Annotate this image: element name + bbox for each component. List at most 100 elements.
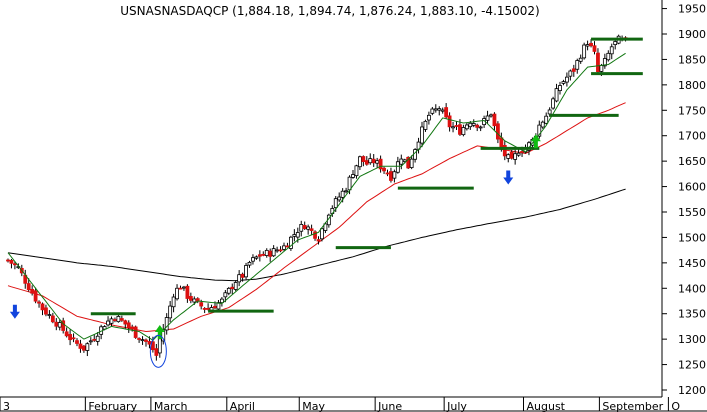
candle-body: [216, 302, 221, 310]
candle-body: [495, 123, 500, 140]
candle-body: [299, 224, 304, 232]
candle-body: [499, 137, 504, 148]
candle-body: [50, 315, 55, 323]
candle-body: [182, 286, 186, 289]
candle-body: [340, 190, 345, 198]
candle-body: [471, 123, 476, 126]
candle-body: [75, 340, 79, 344]
x-tick-label: August: [527, 400, 566, 412]
candle-body: [133, 326, 138, 338]
candle-body: [57, 322, 62, 328]
candle-body: [137, 338, 142, 340]
candle-body: [47, 314, 52, 316]
candle-body: [64, 331, 69, 337]
candle-body: [6, 259, 10, 262]
candle-body: [199, 302, 204, 307]
candle-body: [337, 196, 342, 201]
x-tick-label: June: [377, 400, 402, 412]
candle-body: [92, 338, 97, 341]
arrow-up-icon: [530, 134, 541, 149]
candle-body: [119, 318, 124, 321]
y-tick-label: 1550: [678, 206, 706, 219]
candle-body: [178, 287, 183, 290]
candle-body: [95, 335, 100, 342]
candle-body: [392, 171, 397, 179]
candle-body: [292, 234, 297, 237]
candle-body: [613, 41, 618, 46]
candle-body: [288, 236, 293, 249]
candle-body: [320, 228, 324, 240]
candle-body: [295, 232, 300, 238]
candle-body: [558, 85, 562, 91]
candle-body: [251, 257, 255, 262]
candle-body: [126, 322, 131, 329]
candle-body: [582, 44, 587, 59]
candle-body: [489, 114, 493, 117]
x-tick-label: February: [88, 400, 137, 412]
candle-body: [437, 108, 442, 111]
candle-body: [233, 282, 238, 290]
candle-body: [44, 307, 48, 315]
y-tick-label: 1650: [678, 155, 706, 168]
candle-body: [478, 126, 483, 129]
candle-body: [485, 115, 490, 121]
candle-body: [585, 44, 590, 47]
y-tick-label: 1950: [678, 3, 706, 16]
candle-body: [333, 198, 338, 208]
candle-body: [230, 286, 235, 290]
candle-body: [9, 259, 14, 264]
candle-body: [599, 64, 604, 72]
candle-body: [157, 338, 162, 354]
candle-body: [54, 321, 59, 327]
candle-body: [164, 317, 169, 331]
candle-body: [399, 158, 404, 165]
candle-body: [282, 245, 286, 250]
candle-body: [371, 158, 376, 164]
candle-body: [147, 341, 152, 345]
candle-body: [351, 174, 355, 178]
candle-body: [361, 156, 366, 163]
candle-body: [323, 223, 328, 231]
x-tick-label: April: [230, 400, 255, 412]
candle-body: [223, 292, 228, 298]
candle-body: [420, 126, 424, 144]
candle-body: [71, 337, 76, 340]
y-tick-label: 1500: [678, 231, 706, 244]
candle-body: [589, 42, 593, 47]
x-tick-label: March: [154, 400, 188, 412]
candle-body: [561, 81, 566, 84]
candle-body: [520, 151, 524, 153]
x-tick-label: September: [602, 400, 663, 412]
candle-body: [106, 320, 110, 326]
candle-body: [140, 339, 145, 342]
candle-body: [154, 348, 159, 356]
candle-body: [264, 249, 269, 256]
candle-body: [357, 156, 362, 168]
candle-body: [313, 231, 317, 239]
candle-body: [547, 109, 552, 115]
candle-body: [213, 305, 217, 309]
candle-body: [26, 283, 31, 291]
candle-body: [578, 57, 583, 62]
candle-body: [33, 290, 38, 302]
candle-body: [278, 249, 283, 252]
candle-body: [451, 126, 455, 129]
candle-body: [544, 115, 549, 124]
candle-body: [188, 296, 193, 301]
candle-body: [78, 343, 83, 349]
candle-body: [68, 334, 72, 341]
candle-body: [575, 60, 580, 70]
x-tick-label: O: [671, 400, 680, 412]
candle-body: [433, 108, 438, 111]
candle-body: [30, 289, 35, 294]
candle-body: [509, 151, 514, 159]
candle-body: [368, 158, 373, 164]
candle-body: [113, 319, 117, 321]
candle-body: [592, 45, 597, 52]
candle-body: [468, 122, 473, 128]
highlight-ellipse: [149, 334, 167, 368]
x-tick-label: July: [446, 400, 467, 412]
candle-body: [596, 52, 600, 73]
candle-body: [82, 345, 86, 351]
